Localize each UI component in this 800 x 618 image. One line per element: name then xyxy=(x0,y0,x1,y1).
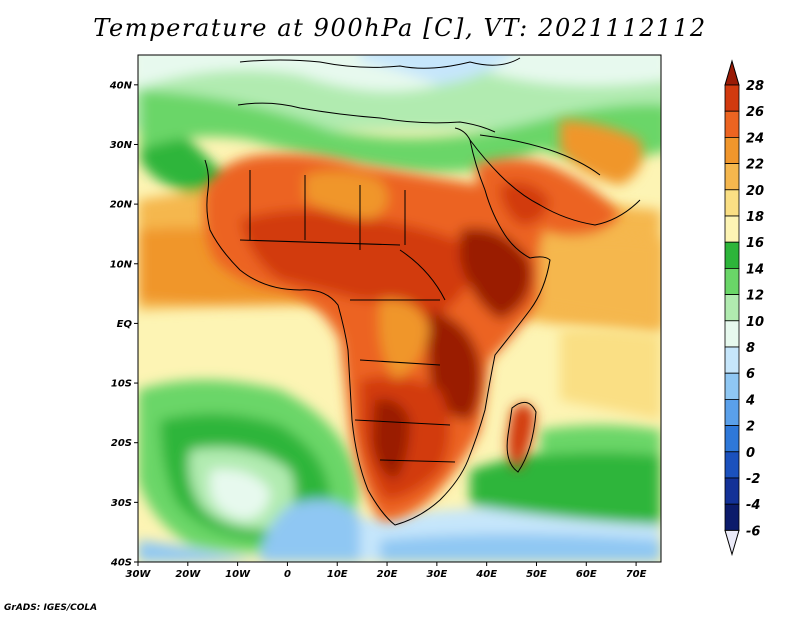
colorbar-label: -6 xyxy=(746,524,760,539)
colorbar-bottom-arrow xyxy=(724,529,740,557)
lat-tick-label: 40S xyxy=(110,558,132,569)
colorbar-label: 6 xyxy=(746,367,755,382)
latitude-axis: 40N 30N 20N 10N EQ 10S 20S 30S 40S xyxy=(109,80,138,569)
lat-tick-label: 30S xyxy=(111,498,132,509)
colorbar-swatch xyxy=(724,215,740,243)
colorbar-label: 18 xyxy=(746,210,764,225)
colorbar-swatch xyxy=(724,136,740,164)
colorbar-swatch xyxy=(724,189,740,217)
lon-tick-label: 70E xyxy=(626,569,647,580)
colorbar-label: 4 xyxy=(745,393,755,408)
lon-tick-label: 0 xyxy=(284,569,291,580)
colorbar-label: -2 xyxy=(746,472,760,487)
colorbar-label: 10 xyxy=(746,315,764,330)
colorbar-label: 20 xyxy=(746,184,764,199)
lon-tick-label: 20W xyxy=(175,569,201,580)
colorbar-swatch xyxy=(724,294,740,322)
chart-title: Temperature at 900hPa [C], VT: 202111211… xyxy=(93,14,707,42)
lat-tick-label: 10N xyxy=(110,259,133,270)
lon-tick-label: 10E xyxy=(327,569,348,580)
lon-tick-label: 50E xyxy=(526,569,547,580)
colorbar-label: 24 xyxy=(746,131,764,146)
colorbar-swatch xyxy=(724,503,740,531)
longitude-axis: 30W 20W 10W 0 10E 20E 30E 40E 50E 60E 70E xyxy=(126,562,647,580)
colorbar-label: -4 xyxy=(746,498,760,513)
colorbar-swatch xyxy=(724,346,740,374)
coastline-borders xyxy=(204,57,641,526)
colorbar-swatch xyxy=(724,372,740,400)
temperature-field xyxy=(138,55,661,562)
colorbar-label: 0 xyxy=(746,446,755,461)
lat-tick-label: 30N xyxy=(110,140,133,151)
lat-tick-label: 20N xyxy=(110,200,133,211)
colorbar-swatch xyxy=(724,451,740,479)
lon-tick-label: 20E xyxy=(377,569,398,580)
lat-tick-label: EQ xyxy=(117,319,133,330)
colorbar-top-arrow xyxy=(724,59,740,86)
lat-tick-label: 20S xyxy=(111,438,132,449)
colorbar-swatch xyxy=(724,163,740,191)
colorbar-swatch xyxy=(724,398,740,426)
colorbar-label: 16 xyxy=(746,236,764,251)
lon-tick-label: 30W xyxy=(126,569,152,580)
lon-tick-label: 60E xyxy=(576,569,597,580)
colorbar-label: 28 xyxy=(746,79,764,94)
colorbar-label: 22 xyxy=(746,158,764,173)
colorbar-swatch xyxy=(724,477,740,505)
colorbar-swatch xyxy=(724,320,740,348)
colorbar-label: 14 xyxy=(746,262,764,277)
credit-text: GrADS: IGES/COLA xyxy=(4,603,98,613)
colorbar-swatch xyxy=(724,425,740,453)
map-frame xyxy=(137,54,662,563)
lat-tick-label: 10S xyxy=(111,379,132,390)
colorbar-label: 8 xyxy=(746,341,755,356)
colorbar-swatch xyxy=(724,241,740,269)
lon-tick-label: 30E xyxy=(426,569,447,580)
colorbar-swatch xyxy=(724,84,740,112)
colorbar-label: 26 xyxy=(746,105,764,120)
colorbar-label: 2 xyxy=(746,420,755,435)
lon-tick-label: 40E xyxy=(475,569,497,580)
lon-tick-label: 10W xyxy=(225,569,251,580)
lat-tick-label: 40N xyxy=(109,80,133,91)
colorbar-swatch xyxy=(724,110,740,138)
colorbar-label: 12 xyxy=(746,289,764,304)
colorbar-swatch xyxy=(724,267,740,295)
